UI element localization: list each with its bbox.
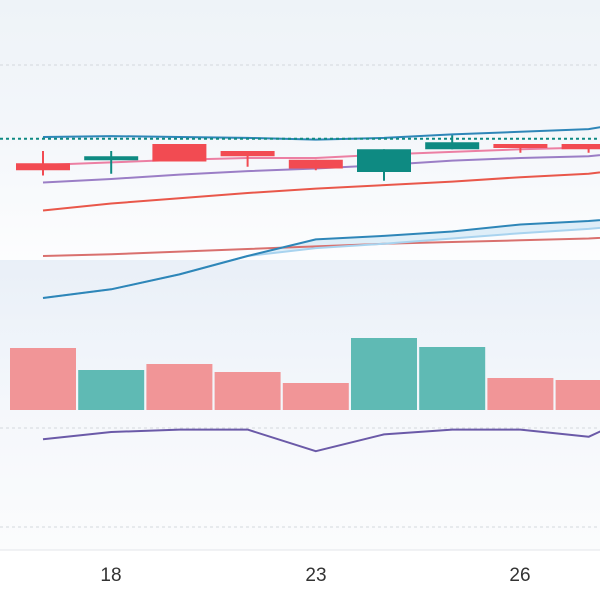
band-upper-line: [42, 219, 600, 299]
volume-bar: [487, 378, 554, 410]
moving-average-pink-line: [42, 144, 600, 166]
volume-bar: [282, 383, 349, 410]
volume-bars: [10, 338, 600, 410]
x-tick-label: 23: [305, 565, 326, 586]
x-axis: 18 23 26: [0, 549, 600, 586]
x-tick-label: 26: [509, 565, 530, 586]
volume-bar: [555, 380, 600, 410]
volume-bar: [351, 338, 417, 410]
candle-body: [16, 163, 70, 171]
candle-body: [84, 156, 139, 161]
candle-body: [220, 151, 275, 157]
candles: [16, 135, 600, 181]
candle-body: [561, 144, 600, 150]
moving-average-purple-line: [42, 154, 600, 184]
oscillator: [42, 428, 600, 453]
oscillator-line: [42, 428, 600, 453]
volume-bar: [214, 372, 281, 410]
moving-average-red-line: [42, 171, 600, 212]
volume-bar: [10, 348, 76, 410]
x-tick-label: 18: [100, 565, 121, 586]
candle-body: [152, 144, 207, 162]
candle-body: [288, 159, 343, 169]
upper-envelope-line: [42, 126, 600, 141]
band-fill: [43, 220, 600, 298]
grid-lines: [0, 64, 600, 528]
indicator-lines: [0, 126, 600, 299]
candle-body: [493, 144, 548, 148]
volume-bar: [419, 347, 486, 410]
volume-bar: [78, 370, 145, 410]
candle-body: [357, 149, 411, 172]
candle-body: [425, 142, 480, 150]
volume-bar: [146, 364, 213, 410]
